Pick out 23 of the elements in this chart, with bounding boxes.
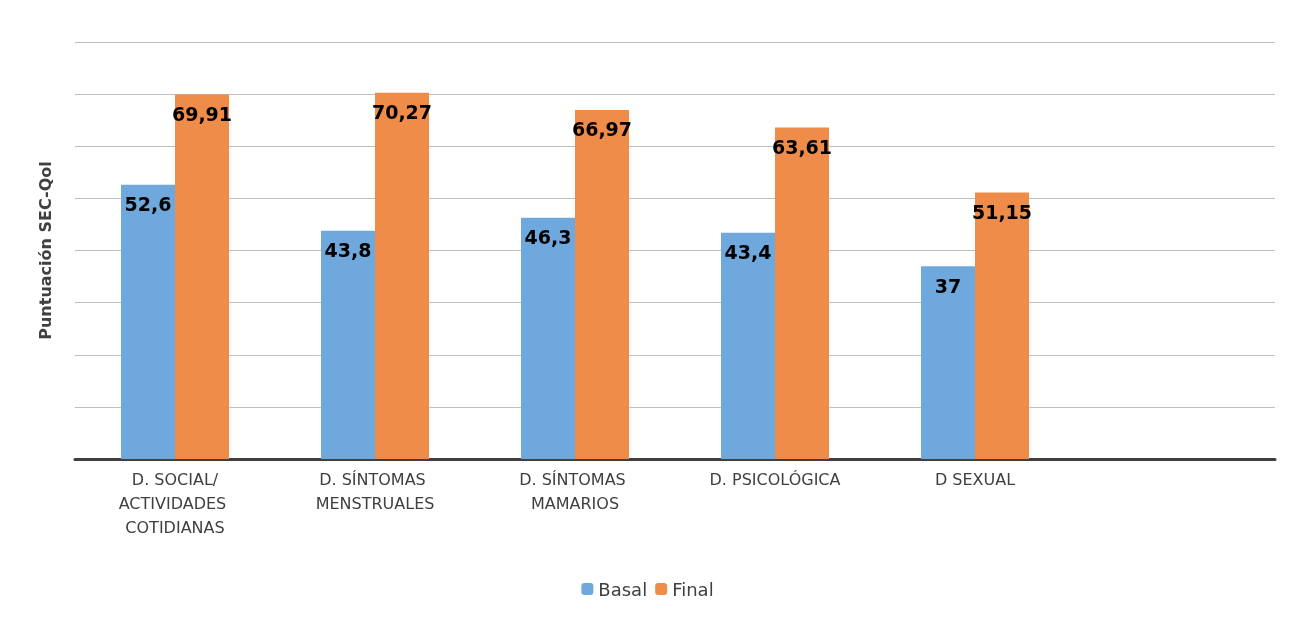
bar bbox=[521, 217, 575, 459]
data-label: 43,8 bbox=[324, 239, 372, 262]
bar bbox=[175, 94, 229, 459]
data-label: 37 bbox=[934, 274, 962, 297]
x-tick-label: D. SÍNTOMAS MAMARIOS bbox=[519, 469, 631, 513]
bar bbox=[121, 184, 175, 459]
x-tick-label: D. PSICOLÓGICA bbox=[709, 469, 841, 489]
bar bbox=[921, 266, 975, 459]
bar bbox=[375, 92, 429, 459]
x-tick-label: D. SÍNTOMAS MENSTRUALES bbox=[315, 469, 435, 513]
x-tick-label: D SEXUAL bbox=[934, 469, 1016, 489]
data-label: 43,4 bbox=[724, 241, 772, 264]
data-label: 52,6 bbox=[124, 193, 172, 216]
legend-label: Final bbox=[672, 578, 714, 600]
bar bbox=[775, 127, 829, 459]
x-tick-label: D. SOCIAL/ACTIVIDADES COTIDIANAS bbox=[118, 469, 232, 537]
data-label: 46,3 bbox=[524, 226, 572, 249]
bar bbox=[721, 232, 775, 459]
bar bbox=[975, 192, 1029, 459]
bar bbox=[321, 230, 375, 459]
bar bbox=[575, 109, 629, 459]
y-axis-title: Puntuación SEC-Qol bbox=[35, 161, 55, 340]
legend-label: Basal bbox=[598, 578, 648, 600]
